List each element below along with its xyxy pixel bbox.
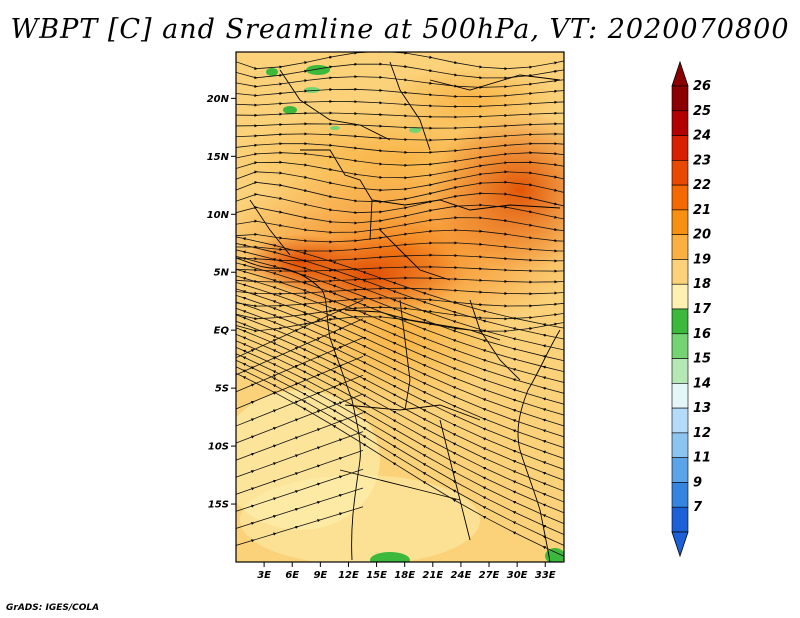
colorbar-label: 16 [693, 327, 711, 342]
colorbar-label: 23 [693, 153, 711, 168]
lon-tick-label: 9E [313, 570, 327, 581]
colorbar-label: 14 [693, 376, 711, 391]
colorbar-label: 22 [693, 178, 711, 193]
colorbar-label: 18 [693, 277, 711, 292]
lat-tick-label: 5N [214, 268, 230, 279]
lon-tick-label: 21E [422, 570, 443, 581]
wbpt-shading [236, 52, 564, 562]
colorbar-segment [671, 259, 689, 285]
colorbar-segment [671, 358, 689, 384]
colorbar-label: 19 [693, 252, 711, 267]
lat-tick-label: 10N [207, 210, 230, 221]
colorbar-segment [671, 407, 689, 434]
lon-tick-label: 12E [338, 570, 359, 581]
colorbar-segment [671, 234, 689, 260]
colorbar-label: 20 [693, 228, 711, 243]
streamline [236, 87, 564, 99]
grads-credit: GrADS: IGES/COLA [6, 603, 100, 613]
lon-tick-label: 3E [257, 570, 271, 581]
colorbar-label: 26 [693, 79, 711, 94]
lat-tick-label: 15N [207, 152, 230, 163]
colorbar-segment [671, 160, 689, 186]
lon-tick-label: 24E [451, 570, 472, 581]
streamline [236, 99, 564, 109]
colorbar-label: 9 [693, 475, 702, 490]
colorbar-segment [671, 457, 689, 483]
lon-tick-label: 27E [479, 570, 500, 581]
map-frame [235, 51, 565, 563]
lon-tick-label: 33E [535, 570, 556, 581]
latitude-axis: 20N 15N 10N 5N EQ 5S 10S 15S [207, 94, 236, 511]
colorbar-segment [671, 184, 689, 211]
colorbar-bottom-triangle [671, 531, 689, 558]
colorbar-segment [671, 333, 689, 359]
colorbar-segment [671, 383, 689, 409]
lon-tick-label: 15E [366, 570, 387, 581]
colorbar-label: 12 [693, 426, 711, 441]
lat-tick-label: 15S [208, 500, 229, 511]
streamline [236, 132, 564, 142]
colorbar-segment [671, 432, 689, 458]
colorbar-segment [671, 283, 689, 310]
streamline [236, 75, 564, 89]
colorbar-label: 25 [693, 104, 711, 119]
colorbar-segment [671, 209, 689, 235]
streamlines [236, 52, 564, 557]
lat-tick-label: EQ [214, 326, 230, 337]
colorbar-segment [671, 506, 689, 533]
colorbar-segment [671, 308, 689, 335]
lat-tick-label: 20N [207, 94, 230, 105]
colorbar-top-triangle [671, 60, 689, 87]
colorbar: 26 25 24 23 22 21 20 19 18 17 16 15 14 13 12 11 9 7 [671, 60, 712, 558]
colorbar-segment [671, 110, 689, 136]
colorbar-segment [671, 85, 689, 112]
colorbar-label: 15 [693, 352, 711, 367]
streamline [236, 216, 564, 234]
lon-tick-label: 6E [285, 570, 299, 581]
lon-tick-label: 18E [394, 570, 415, 581]
streamline [236, 111, 564, 119]
streamline [236, 506, 364, 546]
colorbar-segment [671, 482, 689, 508]
map-title: WBPT [C] and Sreamline at 500hPa, VT: 20… [10, 14, 790, 45]
streamline [236, 122, 564, 130]
longitude-axis: 3E 6E 9E 12E 15E 18E 21E 24E 27E 30E 33E [257, 562, 556, 581]
lat-tick-label: 10S [208, 442, 229, 453]
colorbar-label: 17 [693, 302, 712, 317]
lat-tick-label: 5S [215, 384, 229, 395]
streamline [236, 203, 564, 225]
lon-tick-label: 30E [507, 570, 528, 581]
colorbar-label: 11 [693, 451, 711, 466]
colorbar-segment [671, 135, 689, 161]
colorbar-label: 7 [693, 500, 703, 515]
colorbar-label: 21 [693, 203, 711, 218]
colorbar-label: 13 [693, 401, 711, 416]
colorbar-label: 24 [693, 129, 711, 144]
